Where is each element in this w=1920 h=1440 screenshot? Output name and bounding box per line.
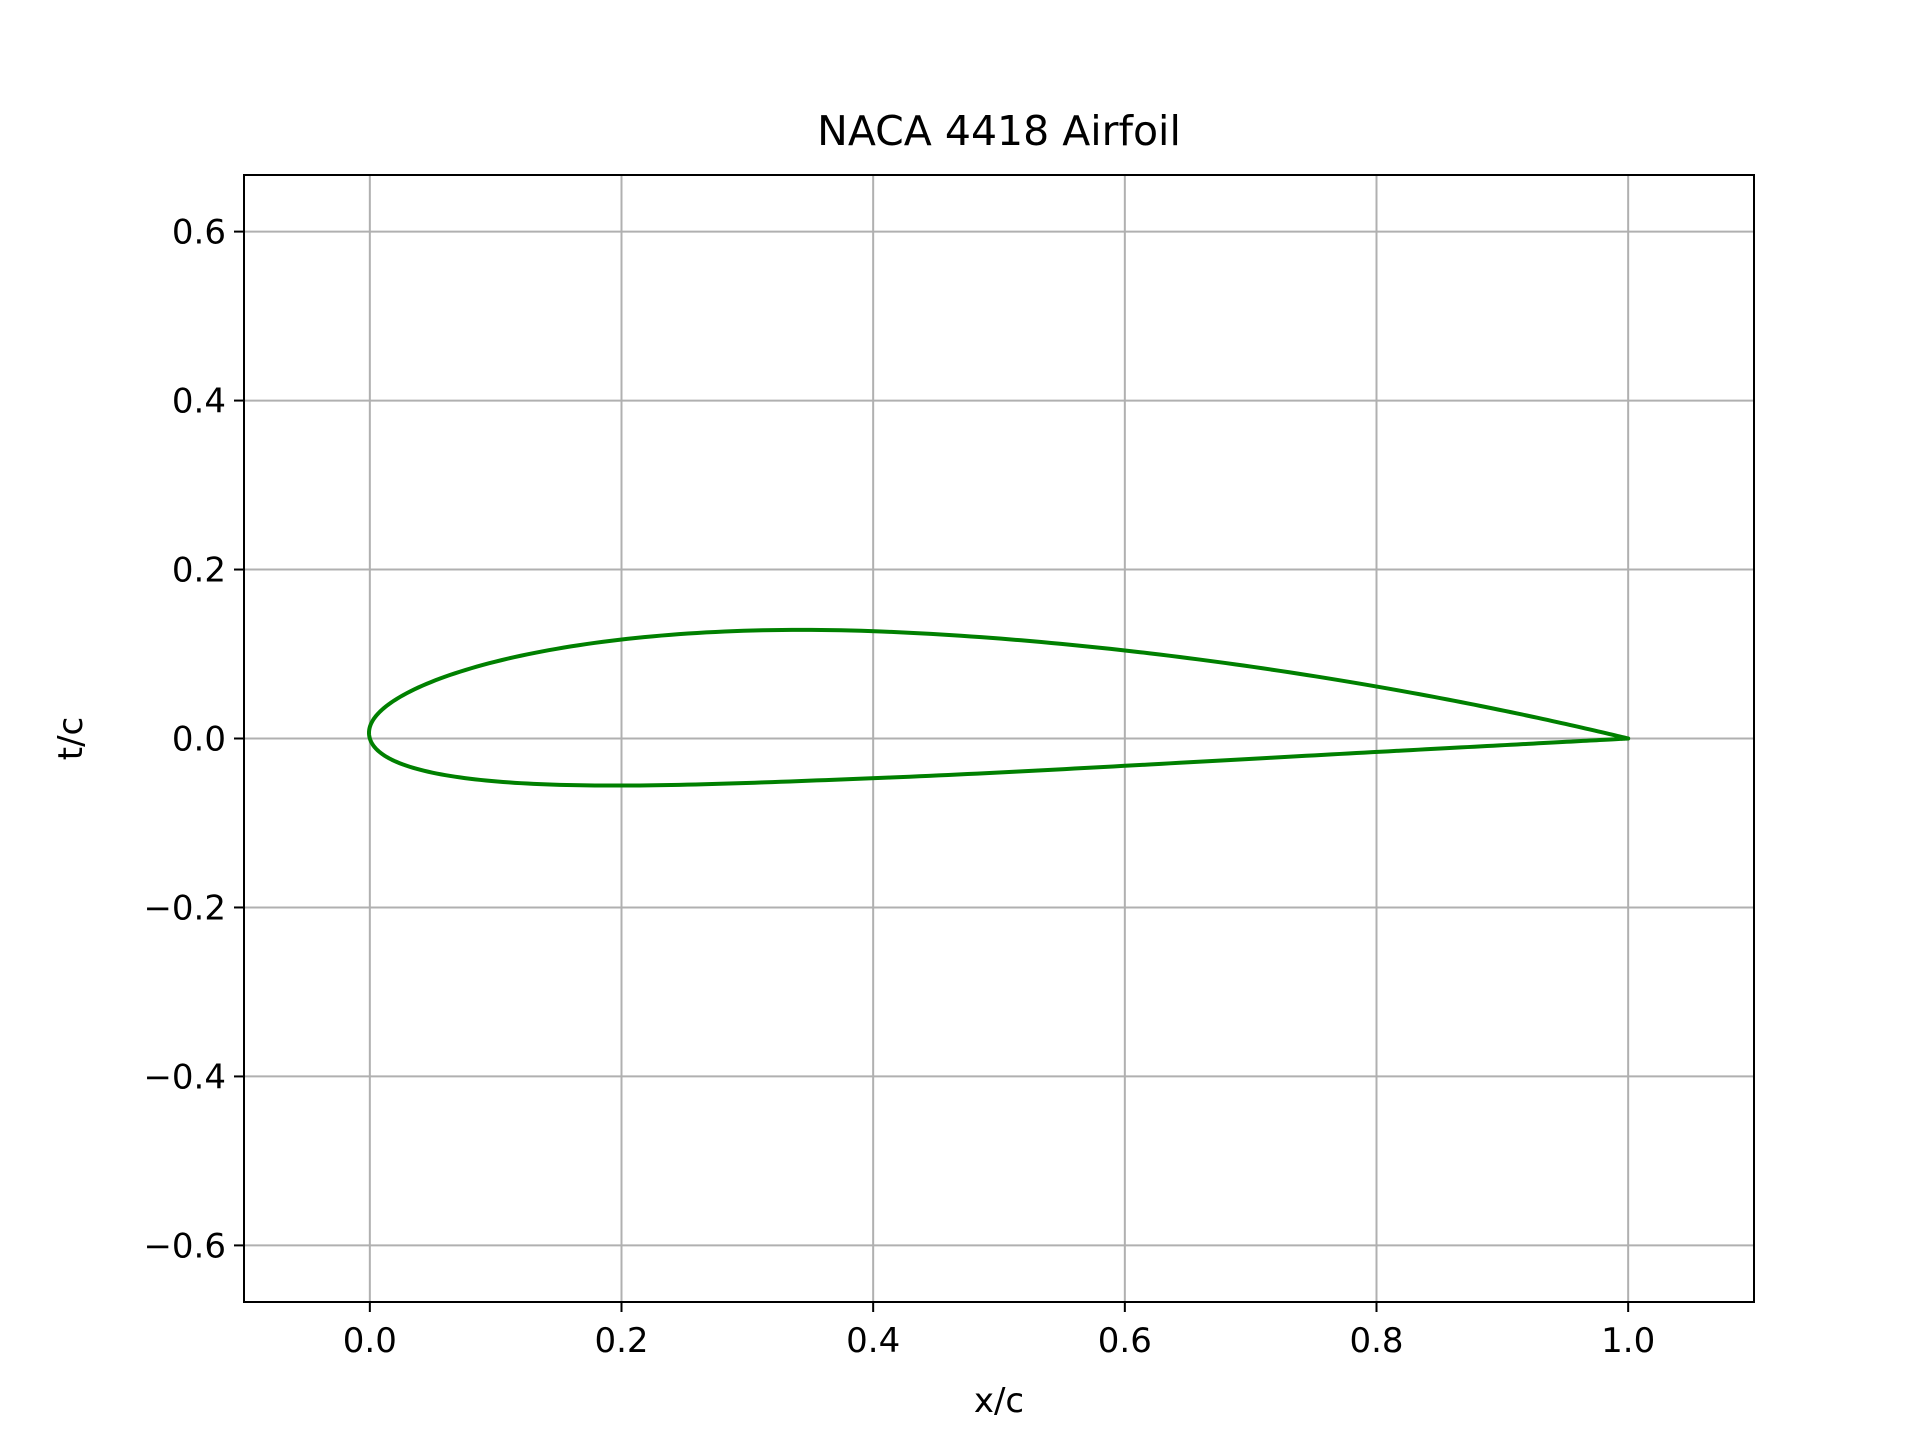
x-tick-label: 0.6: [1098, 1321, 1152, 1361]
chart-title: NACA 4418 Airfoil: [817, 107, 1181, 155]
ticks: 0.0 0.2 0.4 0.6 0.8 1.0 −0.6 −0.4 −0.2 0.0 0.2 0.4 0…: [143, 213, 1655, 1361]
x-tick-label: 0.4: [846, 1321, 900, 1361]
y-tick-label: −0.4: [143, 1057, 226, 1097]
y-tick-label: −0.6: [143, 1226, 226, 1266]
airfoil-line: [367, 627, 1631, 788]
y-tick-label: 0.4: [172, 382, 226, 422]
y-tick-label: 0.0: [172, 720, 226, 760]
x-tick-label: 0.0: [343, 1321, 397, 1361]
y-axis-label: t/c: [51, 717, 91, 760]
x-tick-label: 0.8: [1349, 1321, 1403, 1361]
x-tick-label: 1.0: [1601, 1321, 1655, 1361]
x-axis-label: x/c: [974, 1381, 1024, 1421]
y-tick-label: 0.6: [172, 213, 226, 253]
y-tick-label: 0.2: [172, 551, 226, 591]
y-tick-label: −0.2: [143, 888, 226, 928]
x-tick-label: 0.2: [594, 1321, 648, 1361]
